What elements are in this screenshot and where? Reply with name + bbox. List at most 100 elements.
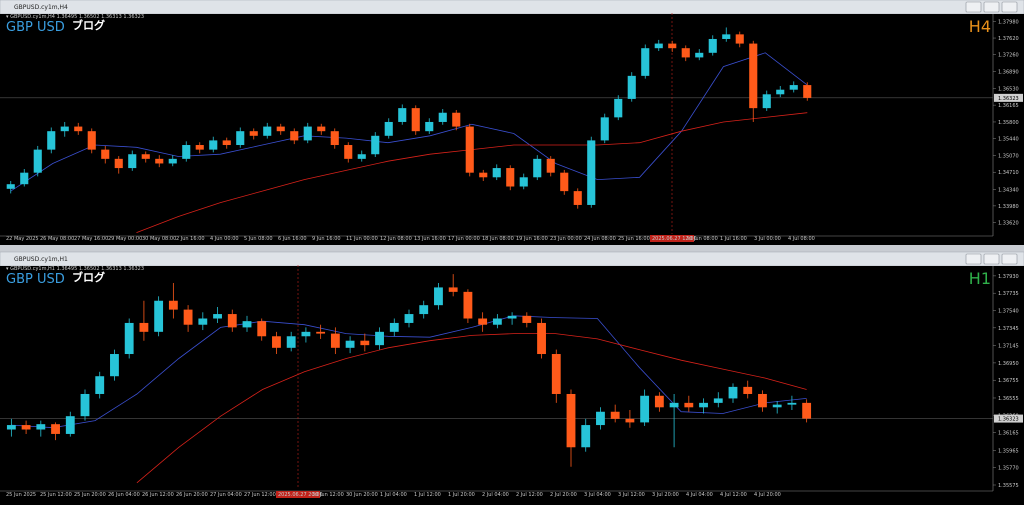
candle-body	[695, 52, 704, 58]
candle-body	[627, 75, 636, 99]
candle-body	[357, 154, 366, 159]
candle-body	[36, 424, 46, 430]
candle-body	[198, 318, 208, 325]
x-tick-label: 24 Jun 08:00	[584, 236, 616, 242]
window-button[interactable]	[1001, 253, 1018, 265]
x-tick-label: 27 Jun 04:00	[210, 492, 242, 498]
x-tick-label: 1 Jul 04:00	[380, 492, 407, 498]
window-button[interactable]	[983, 253, 1000, 265]
candle-body	[463, 291, 473, 319]
candle-body	[87, 131, 96, 150]
x-tick-label: 19 Jun 16:00	[516, 236, 548, 242]
candle-body	[522, 315, 532, 323]
candle-body	[749, 43, 758, 109]
y-tick-label: 1.36530	[998, 86, 1019, 92]
candle-body	[222, 140, 231, 146]
candle-body	[168, 300, 178, 310]
candle-body	[20, 172, 29, 185]
window-titlebar	[0, 0, 1024, 15]
candle-body	[573, 191, 582, 205]
candle-body	[213, 314, 222, 319]
candle-body	[286, 336, 296, 348]
y-tick-label: 1.37540	[998, 309, 1019, 315]
brand-sublabel: ブログ	[72, 270, 105, 284]
x-tick-label: 27 May 16:00	[74, 236, 108, 242]
x-tick-label: 9 Jun 16:00	[312, 236, 341, 242]
window-title: GBPUSD.cy1m,H4	[14, 4, 68, 11]
y-tick-label: 1.36755	[998, 378, 1019, 384]
candle-body	[772, 404, 782, 408]
candle-body	[506, 168, 515, 187]
y-tick-label: 1.33620	[998, 220, 1019, 226]
x-tick-label: 25 Jun 12:00	[40, 492, 72, 498]
candle-body	[6, 425, 16, 430]
candle-body	[743, 386, 753, 394]
candle-body	[684, 402, 694, 408]
y-tick-label: 1.37620	[998, 36, 1019, 42]
candle-body	[546, 158, 555, 173]
candle-body	[654, 43, 663, 49]
candle-body	[587, 140, 596, 205]
candle-body	[600, 117, 609, 141]
candle-body	[183, 309, 193, 325]
candle-body	[360, 340, 370, 346]
candle-body	[80, 393, 90, 417]
y-tick-label: 1.37735	[998, 291, 1019, 297]
candle-body	[419, 305, 429, 315]
candle-body	[182, 145, 191, 159]
window-button[interactable]	[965, 1, 982, 13]
candle-body	[625, 418, 635, 423]
candle-body	[316, 331, 326, 334]
candle-body	[478, 318, 488, 325]
candle-body	[507, 315, 517, 319]
candle-body	[6, 184, 15, 189]
candle-body	[168, 158, 177, 164]
x-tick-label: 4 Jul 20:00	[754, 492, 781, 498]
x-tick-label: 12 Jun 08:00	[380, 236, 412, 242]
window-button[interactable]	[983, 1, 1000, 13]
candle-body	[492, 168, 501, 178]
candle-body	[227, 314, 237, 328]
candle-body	[762, 94, 771, 109]
candle-body	[33, 149, 42, 173]
candle-body	[95, 376, 105, 394]
candle-body	[722, 34, 731, 39]
x-tick-label: 17 Jun 00:00	[448, 236, 480, 242]
y-tick-label: 1.35440	[998, 137, 1019, 143]
candle-body	[787, 402, 797, 405]
candle-body	[802, 402, 812, 419]
x-tick-label: 4 Jul 08:00	[788, 236, 815, 242]
x-tick-label: 5 Jun 08:00	[244, 236, 273, 242]
candle-body	[452, 112, 461, 127]
x-tick-label: 29 May 00:00	[108, 236, 142, 242]
moving-average	[10, 52, 808, 192]
candle-body	[60, 126, 69, 132]
window-button[interactable]	[965, 253, 982, 265]
candle-body	[398, 108, 407, 122]
x-tick-label: 25 Jun 2025	[6, 492, 36, 498]
moving-average	[136, 333, 807, 484]
candle-body	[560, 172, 569, 192]
window-button[interactable]	[1001, 1, 1018, 13]
candle-body	[728, 386, 738, 399]
y-tick-label: 1.36165	[998, 103, 1019, 109]
y-tick-label: 1.36890	[998, 70, 1019, 76]
candle-body	[51, 424, 60, 434]
candle-body	[492, 318, 502, 325]
candle-body	[425, 121, 434, 132]
x-tick-label: 3 Jul 20:00	[652, 492, 679, 498]
candle-body	[581, 425, 591, 448]
brand-label: GBP USD	[6, 272, 65, 287]
x-tick-label: 4 Jun 00:00	[210, 236, 239, 242]
candle-body	[249, 131, 258, 136]
candle-body	[640, 395, 650, 423]
current-price-label: 1.36323	[998, 96, 1019, 102]
candle-body	[21, 425, 31, 430]
candle-body	[776, 89, 785, 95]
x-tick-label: 30 Jun 20:00	[346, 492, 378, 498]
cursor-label-box	[276, 491, 320, 498]
y-tick-label: 1.37930	[998, 274, 1019, 280]
x-tick-label: 30 May 08:00	[142, 236, 176, 242]
